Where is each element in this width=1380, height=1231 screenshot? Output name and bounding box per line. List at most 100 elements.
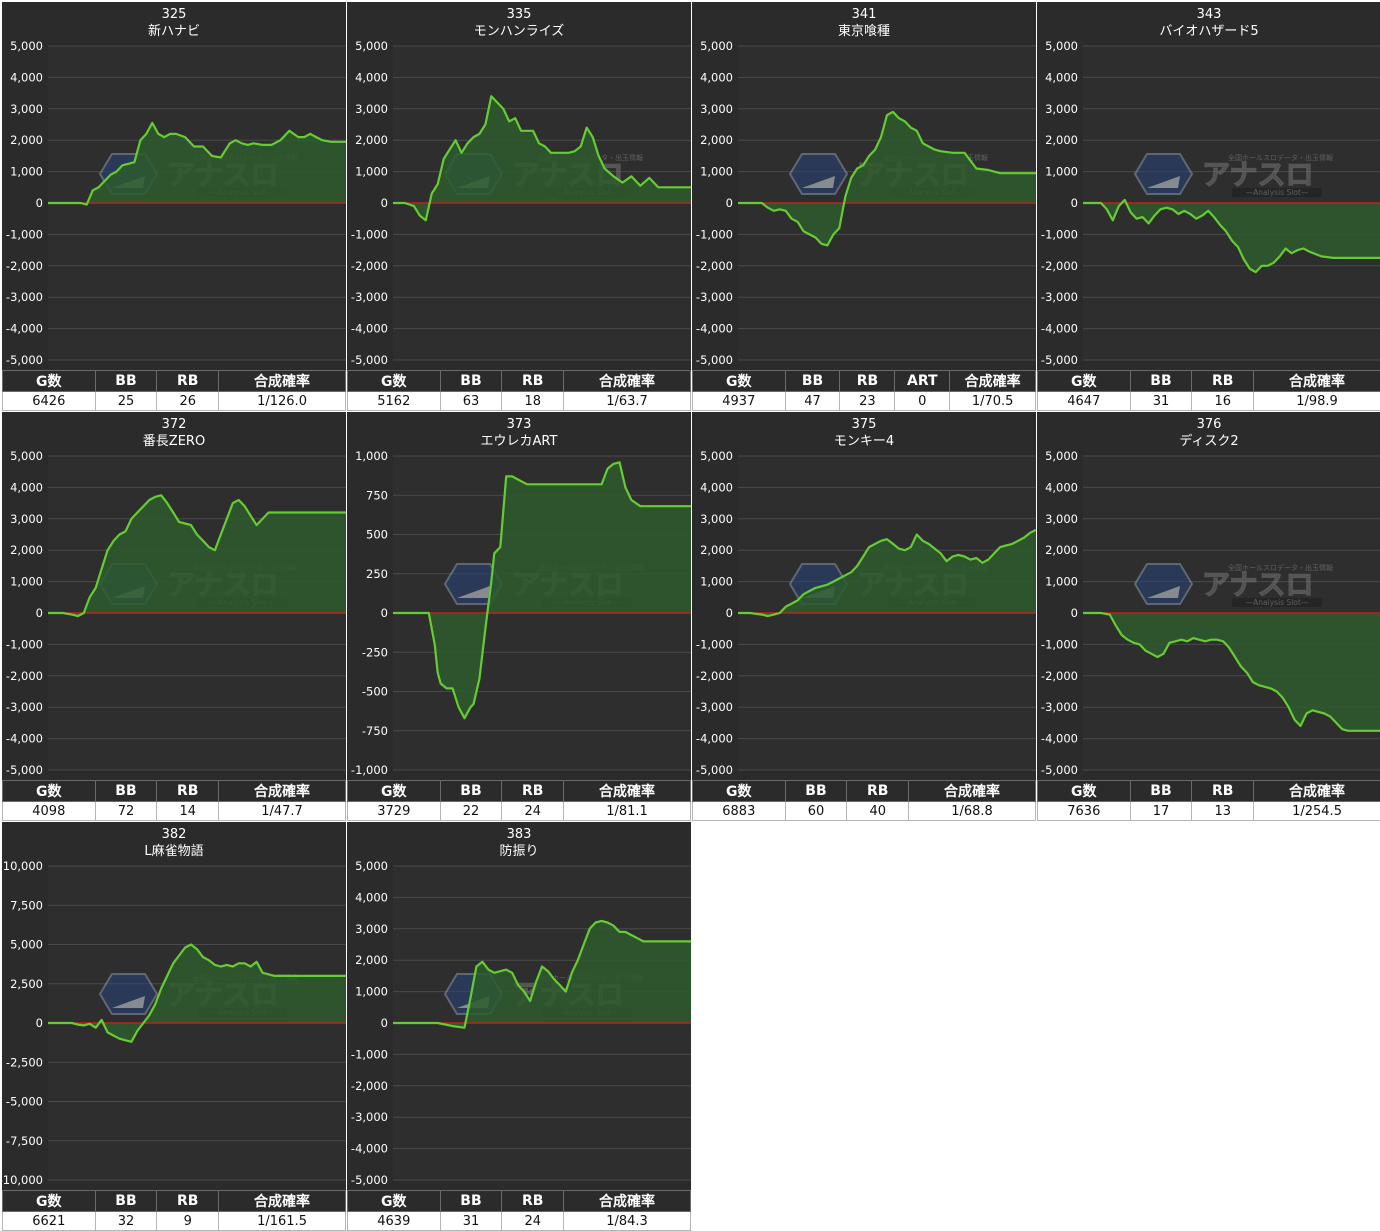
chart-panel-375: 375 モンキー4 5,000 4,000 3,000 2,000 1,000 0 -1,000… [692, 412, 1036, 821]
stats-value: 1/81.1 [563, 801, 691, 821]
y-tick-label: 3,000 [10, 102, 43, 116]
stats-value: 4639 [347, 1211, 441, 1231]
logo-swoosh-icon [1147, 176, 1180, 188]
stats-table: G数 BB RB 合成確率 6621 32 9 1/161.5 [2, 1190, 346, 1231]
series-area [393, 96, 691, 221]
stats-table: G数 BB RB 合成確率 4639 31 24 1/84.3 [347, 1190, 691, 1231]
y-tick-label: -3,000 [696, 290, 733, 304]
stats-value: 5162 [347, 391, 441, 411]
y-tick-label: 1,000 [700, 575, 733, 589]
y-tick-label: 1,000 [1045, 575, 1078, 589]
chart-title: L麻雀物語 [144, 843, 203, 859]
series-line [48, 121, 346, 206]
y-tick-label: 2,000 [10, 543, 43, 557]
y-tick-label: -1,000 [696, 227, 733, 241]
stats-table: G数 BB RB 合成確率 6883 60 40 1/68.8 [692, 780, 1036, 821]
y-tick-label: -2,000 [1041, 669, 1078, 683]
y-tick-label: 750 [366, 488, 388, 502]
chart-panel-325: 325 新ハナビ 5,000 4,000 3,000 2,000 1,000 0 -1,000 -… [2, 2, 346, 411]
y-tick-label: -10,000 [2, 1173, 43, 1187]
y-tick-label: 3,000 [355, 102, 388, 116]
chart-title: 番長ZERO [143, 434, 205, 449]
series-line [738, 110, 1036, 247]
stats-value: 1/161.5 [218, 1211, 346, 1231]
stats-header: G数 [692, 780, 786, 802]
watermark-sub-text: —Analysis Slot— [1246, 598, 1309, 607]
y-tick-label: 500 [366, 528, 388, 542]
chart-title: モンハンライズ [474, 23, 565, 39]
y-tick-label: 0 [36, 196, 43, 210]
y-tick-label: -1,000 [1041, 637, 1078, 651]
y-tick-label: 0 [726, 196, 733, 210]
watermark-sub-bg [1232, 598, 1322, 607]
stats-header: ART [894, 370, 951, 392]
series-area [738, 111, 1036, 246]
chart-title: エウレカART [481, 434, 558, 449]
stats-value: 18 [501, 391, 565, 411]
series-line [393, 95, 691, 222]
stats-value: 72 [94, 801, 158, 821]
stats-value: 9 [156, 1211, 220, 1231]
chart-svg: 343 バイオハザード5 5,000 4,000 3,000 2,000 1,000 0 -1,… [1037, 2, 1380, 370]
y-tick-label: 4,000 [355, 890, 388, 904]
watermark-top-text: 全国ホールスロデータ・出玉情報 [1228, 563, 1333, 572]
y-tick-label: -3,000 [351, 1110, 388, 1124]
chart-svg: 373 エウレカART 1,000 750 500 250 0 -250 -500 -750 -1,… [347, 412, 691, 780]
y-tick-label: -2,500 [6, 1055, 43, 1069]
stats-header: G数 [692, 370, 786, 392]
stats-header: G数 [1037, 370, 1131, 392]
stats-value: 40 [846, 801, 910, 821]
stats-value: 1/254.5 [1253, 801, 1380, 821]
watermark-sub-text: —Analysis Slot— [1246, 188, 1309, 197]
stats-value: 3729 [347, 801, 441, 821]
stats-header: BB [94, 780, 158, 802]
chart-title: モンキー4 [834, 434, 894, 449]
chart-panel-335: 335 モンハンライズ 5,000 4,000 3,000 2,000 1,000 0 -1,0… [347, 2, 691, 411]
y-tick-label: 5,000 [355, 859, 388, 873]
stats-header: RB [839, 370, 896, 392]
y-tick-label: -4,000 [6, 732, 43, 746]
y-tick-label: 5,000 [10, 449, 43, 463]
chart-title: ディスク2 [1179, 433, 1238, 449]
y-tick-label: 4,000 [700, 70, 733, 84]
stats-value: 47 [784, 391, 841, 411]
chart-panel-382: 382 L麻雀物語 10,000 7,500 5,000 2,500 0 -2,500 -5,0… [2, 822, 346, 1231]
stats-value: 63 [439, 391, 503, 411]
y-tick-label: -5,000 [6, 353, 43, 367]
y-tick-label: -1,000 [351, 763, 388, 777]
chart-svg: 372 番長ZERO 5,000 4,000 3,000 2,000 1,000 0 -1,00… [2, 412, 346, 780]
stats-table: G数 BB RB 合成確率 3729 22 24 1/81.1 [347, 780, 691, 821]
y-tick-label: 2,000 [700, 133, 733, 147]
watermark-text: アナスロ [1202, 568, 1313, 601]
y-tick-label: 0 [1071, 606, 1078, 620]
y-tick-label: -3,000 [6, 290, 43, 304]
stats-table: G数 BB RB 合成確率 6426 25 26 1/126.0 [2, 370, 346, 411]
watermark-top-text: 全国ホールスロデータ・出玉情報 [1228, 153, 1333, 162]
y-tick-label: -1,000 [351, 1047, 388, 1061]
y-tick-label: 4,000 [10, 70, 43, 84]
chart-panel-372: 372 番長ZERO 5,000 4,000 3,000 2,000 1,000 0 -1,00… [2, 412, 346, 821]
y-tick-label: 10,000 [3, 859, 43, 873]
stats-header: BB [439, 1190, 503, 1212]
stats-value: 4647 [1037, 391, 1131, 411]
stats-header: RB [1191, 780, 1255, 802]
y-tick-label: -3,000 [1041, 290, 1078, 304]
stats-header: RB [846, 780, 910, 802]
chart-number: 335 [507, 7, 532, 22]
y-tick-label: -1,000 [696, 637, 733, 651]
stats-header: RB [501, 1190, 565, 1212]
stats-header: 合成確率 [218, 370, 346, 392]
y-tick-label: 3,000 [1045, 102, 1078, 116]
stats-value: 1/47.7 [218, 801, 346, 821]
series-area [1083, 199, 1380, 273]
stats-value: 1/84.3 [563, 1211, 691, 1231]
stats-header: G数 [347, 370, 441, 392]
logo-swoosh-icon [802, 176, 835, 188]
y-tick-label: 5,000 [355, 39, 388, 53]
stats-header: BB [1129, 370, 1193, 392]
stats-header: RB [156, 780, 220, 802]
